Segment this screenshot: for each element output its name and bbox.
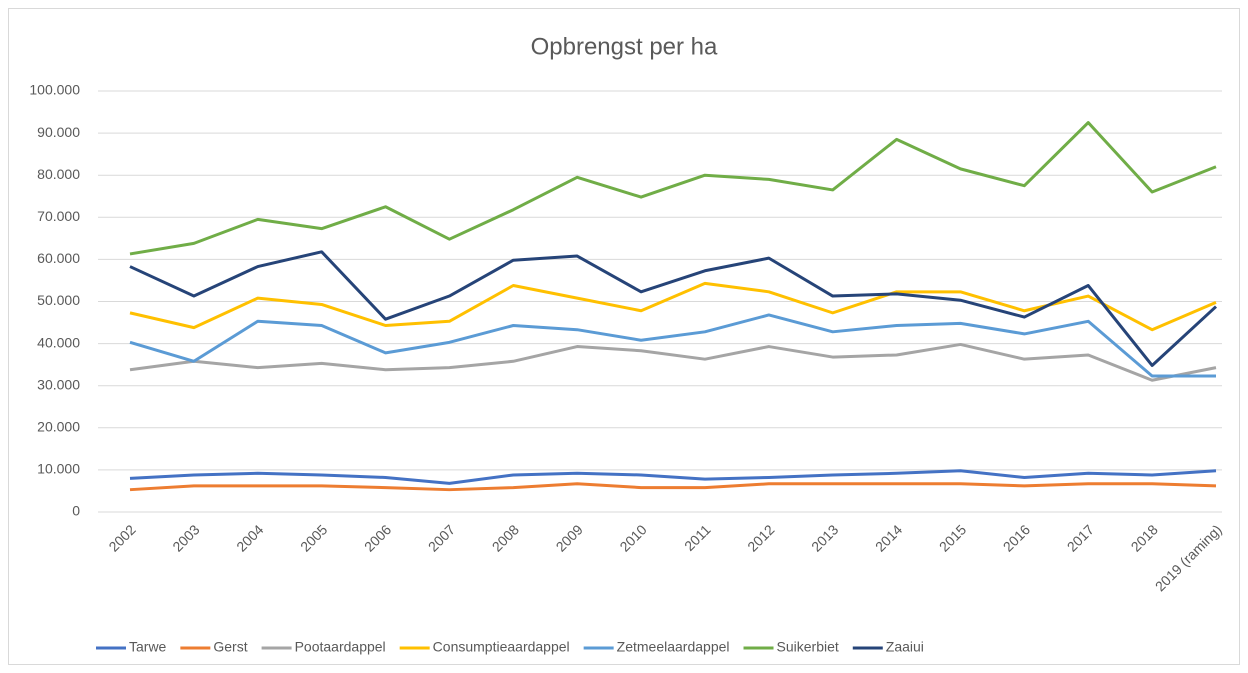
y-tick-label: 40.000 — [37, 334, 80, 350]
legend-label: Gerst — [213, 639, 247, 655]
legend-label: Pootaardappel — [295, 639, 386, 655]
y-tick-label: 20.000 — [37, 419, 80, 435]
series-line — [129, 121, 1217, 256]
legend-label: Suikerbiet — [777, 639, 839, 655]
series-line — [129, 313, 1216, 378]
y-tick-label: 10.000 — [37, 461, 80, 477]
legend-label: Consumptieaardappel — [433, 639, 570, 655]
chart-title: Opbrengst per ha — [531, 33, 718, 60]
y-tick-label: 30.000 — [37, 376, 80, 392]
legend-label: Zetmeelaardappel — [617, 639, 730, 655]
series-line — [129, 469, 1217, 485]
y-tick-label: 50.000 — [37, 292, 80, 308]
legend-label: Zaaiui — [886, 639, 924, 655]
legend-label: Tarwe — [129, 639, 167, 655]
y-tick-label: 100.000 — [29, 82, 80, 98]
y-tick-label: 80.000 — [37, 166, 80, 182]
series-line — [129, 482, 1217, 492]
series-line — [129, 342, 1217, 382]
series-line — [129, 281, 1217, 332]
y-tick-label: 70.000 — [37, 208, 80, 224]
y-tick-label: 60.000 — [37, 250, 80, 266]
y-tick-label: 90.000 — [37, 124, 80, 140]
series-line — [129, 250, 1218, 367]
y-tick-label: 0 — [72, 503, 80, 519]
